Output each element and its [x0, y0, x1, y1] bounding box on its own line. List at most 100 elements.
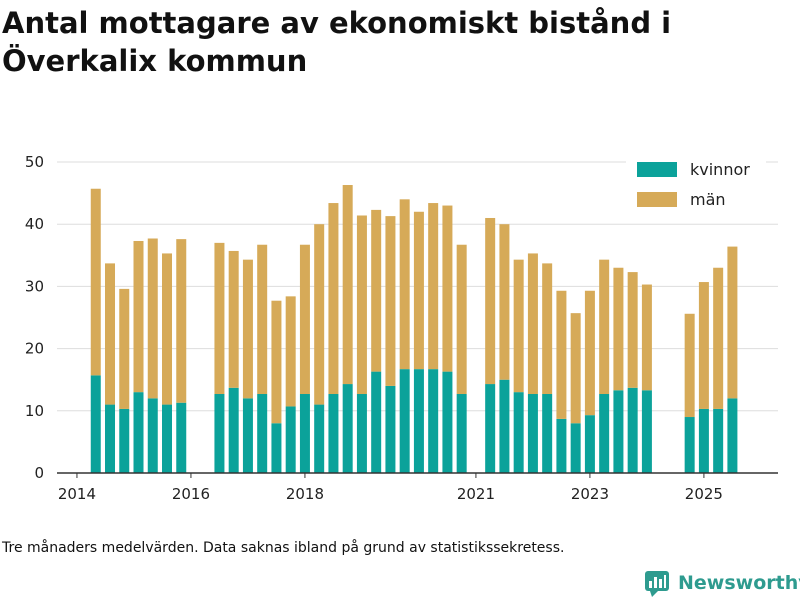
bar-man — [584, 290, 595, 416]
bar-kvinnor — [271, 423, 282, 473]
bar-man — [456, 244, 467, 395]
bar-man — [542, 263, 553, 395]
bar-man — [499, 224, 510, 380]
bar-kvinnor — [147, 398, 158, 473]
y-axis-labels: 0 10 20 30 40 50 — [25, 153, 44, 482]
bar-man — [641, 284, 652, 391]
bar-man — [627, 272, 638, 388]
bar-man — [442, 205, 453, 372]
bar-kvinnor — [428, 369, 439, 473]
bar-man — [328, 203, 339, 395]
bar-man — [570, 313, 581, 424]
bar-kvinnor — [299, 394, 310, 473]
bar-kvinnor — [242, 398, 253, 473]
y-tick-label: 10 — [25, 402, 44, 420]
bar-man — [133, 240, 144, 393]
x-tick-label: 2023 — [571, 485, 609, 503]
bar-man — [176, 239, 187, 403]
bar-man — [242, 259, 253, 399]
x-tick-label: 2025 — [685, 485, 723, 503]
y-tick-label: 0 — [34, 464, 44, 482]
bar-man — [698, 282, 709, 409]
brand-logo: Newsworthy — [644, 568, 800, 598]
brand-name: Newsworthy — [678, 572, 800, 594]
bar-kvinnor — [90, 375, 101, 473]
bar-man — [162, 253, 173, 405]
bar-man — [613, 267, 624, 391]
newsworthy-logo-icon — [645, 571, 669, 597]
chart: 0 10 20 30 40 50 2014 2016 2018 2021 2023 2025 kvi… — [25, 150, 778, 503]
y-tick-label: 50 — [25, 153, 44, 171]
bar-kvinnor — [613, 390, 624, 473]
bar-man — [314, 224, 325, 405]
x-tick-label: 2021 — [457, 485, 495, 503]
bar-man — [271, 300, 282, 424]
bar-kvinnor — [214, 394, 225, 473]
bar-kvinnor — [499, 379, 510, 473]
bar-kvinnor — [342, 384, 353, 473]
bar-man — [214, 242, 225, 395]
bar-man — [105, 263, 116, 405]
bar-man — [342, 185, 353, 385]
bar-kvinnor — [413, 369, 424, 473]
bar-kvinnor — [328, 394, 339, 473]
y-tick-label: 30 — [25, 277, 44, 295]
bar-man — [257, 244, 268, 395]
legend-label: kvinnor — [690, 160, 750, 179]
bar-man — [147, 238, 158, 399]
footnote: Tre månaders medelvärden. Data saknas ib… — [2, 540, 565, 556]
bar-man — [727, 246, 738, 399]
legend: kvinnor män — [626, 150, 766, 212]
bar-man — [413, 211, 424, 370]
bar-kvinnor — [162, 404, 173, 473]
y-tick-label: 40 — [25, 215, 44, 233]
bar-man — [599, 259, 610, 395]
bar-kvinnor — [456, 394, 467, 473]
bar-man — [356, 215, 367, 395]
bar-kvinnor — [698, 408, 709, 473]
bar-kvinnor — [556, 418, 567, 473]
bar-man — [399, 199, 410, 370]
bar-kvinnor — [727, 398, 738, 473]
bar-kvinnor — [385, 385, 396, 473]
bar-man — [119, 288, 130, 409]
bar-kvinnor — [599, 394, 610, 473]
chart-title: Antal mottagare av ekonomiskt bistånd i … — [2, 6, 672, 78]
bar-kvinnor — [257, 394, 268, 473]
bar-kvinnor — [314, 404, 325, 473]
bar-man — [371, 209, 382, 372]
bar-man — [90, 188, 101, 376]
bar-kvinnor — [684, 417, 695, 473]
bar-kvinnor — [371, 371, 382, 473]
x-tick-label: 2018 — [286, 485, 324, 503]
bar-kvinnor — [119, 408, 130, 473]
bar-kvinnor — [399, 369, 410, 473]
bar-kvinnor — [105, 404, 116, 473]
bars — [90, 185, 738, 473]
bar-man — [527, 253, 538, 395]
legend-swatch-kvinnor — [637, 162, 677, 177]
bar-man — [428, 203, 439, 370]
y-tick-label: 20 — [25, 340, 44, 358]
legend-label: män — [690, 190, 726, 209]
bar-kvinnor — [527, 394, 538, 473]
bar-man — [485, 217, 496, 385]
x-tick-label: 2014 — [58, 485, 96, 503]
bar-kvinnor — [713, 408, 724, 473]
bar-man — [684, 313, 695, 418]
legend-swatch-man — [637, 192, 677, 207]
bar-kvinnor — [133, 392, 144, 473]
bar-kvinnor — [513, 392, 524, 473]
bar-man — [556, 290, 567, 419]
x-tick-label: 2016 — [172, 485, 210, 503]
bar-kvinnor — [584, 415, 595, 473]
bar-kvinnor — [176, 402, 187, 473]
bar-man — [385, 216, 396, 386]
bar-kvinnor — [641, 390, 652, 473]
bar-kvinnor — [228, 387, 239, 473]
bar-kvinnor — [285, 406, 296, 473]
bar-kvinnor — [442, 371, 453, 473]
bar-kvinnor — [542, 394, 553, 473]
bar-kvinnor — [485, 384, 496, 473]
bar-kvinnor — [627, 387, 638, 473]
